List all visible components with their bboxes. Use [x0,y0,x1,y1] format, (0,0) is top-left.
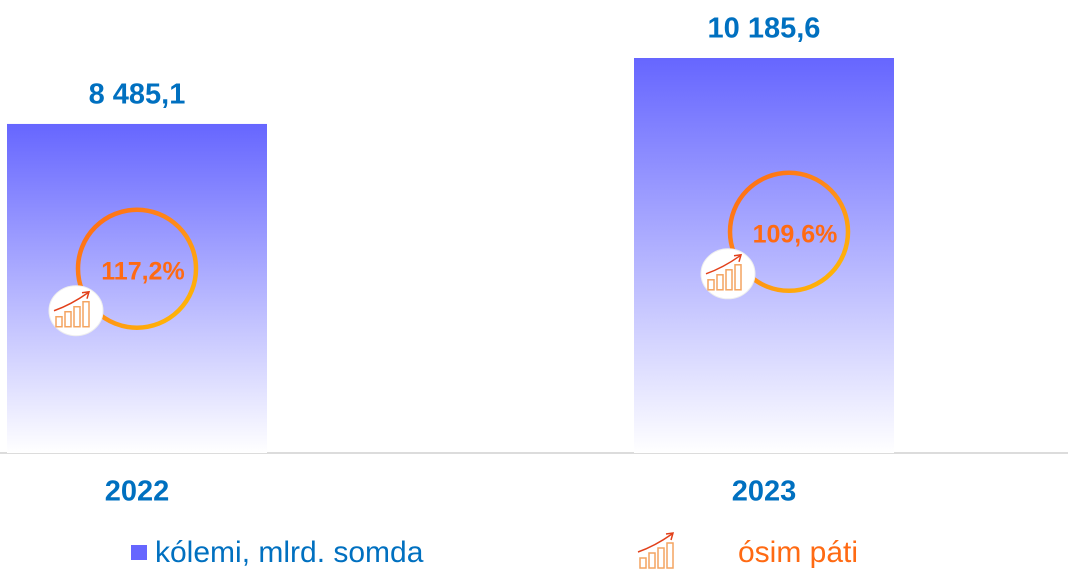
growth-ring [727,170,851,294]
growth-ring [75,207,199,330]
growth-icon-bg [700,248,756,300]
value-label: 10 185,6 [708,13,821,45]
x-tick-label: 2023 [732,476,797,508]
bar [634,58,894,453]
x-tick-label: 2022 [105,476,170,508]
legend-label: kólemi, mlrd. somda [155,536,424,569]
growth-label: 109,6% [753,220,838,248]
growth-icon-bg [48,285,104,337]
growth-label: 117,2% [101,257,184,285]
legend-icon [637,532,674,569]
legend-label: ósim páti [738,536,858,569]
bar [7,123,267,454]
value-label: 8 485,1 [89,79,186,111]
legend-swatch [131,545,147,560]
